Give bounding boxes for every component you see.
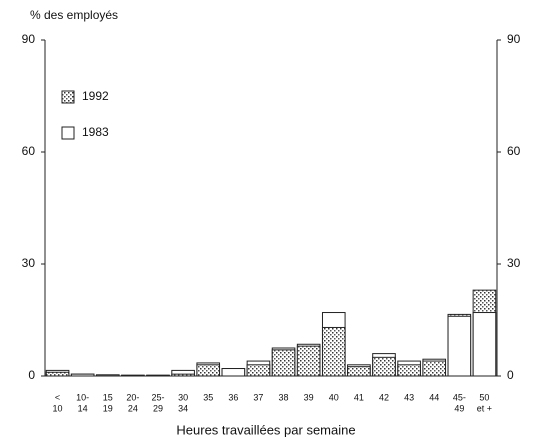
bar xyxy=(45,371,70,377)
x-tick-label: 37 xyxy=(253,392,263,402)
y-tick-label: 90 xyxy=(22,32,36,46)
x-tick-label: 44 xyxy=(429,392,439,402)
x-tick-label: 49 xyxy=(454,403,464,413)
x-tick-label: 20- xyxy=(126,392,139,402)
y-tick-label: 60 xyxy=(22,144,36,158)
x-tick-label: 36 xyxy=(228,392,238,402)
x-tick-label: 38 xyxy=(279,392,289,402)
bar xyxy=(472,312,497,377)
bar xyxy=(221,368,246,377)
x-tick-label: 50 xyxy=(479,392,489,402)
x-axis-label: Heures travaillées par semaine xyxy=(176,422,355,437)
x-tick-label: 39 xyxy=(304,392,314,402)
y2-tick-label: 60 xyxy=(507,144,521,158)
x-tick-label: 24 xyxy=(128,403,138,413)
legend-label: 1983 xyxy=(82,125,109,139)
bar xyxy=(95,374,120,377)
x-tick-label: 10- xyxy=(76,392,89,402)
bar xyxy=(70,373,95,377)
bar xyxy=(171,373,195,377)
chart-title: % des employés xyxy=(30,8,118,22)
x-tick-label: 41 xyxy=(354,392,364,402)
y2-tick-label: 90 xyxy=(507,32,521,46)
x-tick-label: 19 xyxy=(103,403,113,413)
bar xyxy=(321,326,346,377)
bar xyxy=(372,356,396,377)
bar xyxy=(296,345,321,377)
x-tick-label: et + xyxy=(477,403,492,413)
x-tick-label: 25- xyxy=(151,392,164,402)
x-tick-label: 29 xyxy=(153,403,163,413)
legend-label: 1992 xyxy=(82,89,109,103)
bar xyxy=(196,364,221,377)
x-tick-label: 42 xyxy=(379,392,389,402)
bar xyxy=(422,360,447,377)
x-tick-label: 15 xyxy=(103,392,113,402)
y-tick-label: 0 xyxy=(28,368,35,382)
x-tick-label: 34 xyxy=(178,403,188,413)
x-tick-label: 45- xyxy=(453,392,466,402)
x-tick-label: 14 xyxy=(78,403,88,413)
legend-swatch xyxy=(61,90,75,104)
x-tick-label: 43 xyxy=(404,392,414,402)
x-tick-label: 35 xyxy=(203,392,213,402)
x-tick-label: 10 xyxy=(53,403,63,413)
bar xyxy=(246,364,271,377)
x-tick-label: < xyxy=(55,392,60,402)
x-tick-label: 30 xyxy=(178,392,188,402)
x-tick-label: 40 xyxy=(329,392,339,402)
bar xyxy=(146,374,170,377)
y-tick-label: 30 xyxy=(22,256,36,270)
bar xyxy=(347,366,371,377)
y2-tick-label: 0 xyxy=(507,368,514,382)
bar xyxy=(447,315,472,377)
bar xyxy=(271,349,296,377)
bar xyxy=(397,364,421,377)
bar xyxy=(121,374,145,377)
legend-swatch xyxy=(61,126,75,140)
y2-tick-label: 30 xyxy=(507,256,521,270)
